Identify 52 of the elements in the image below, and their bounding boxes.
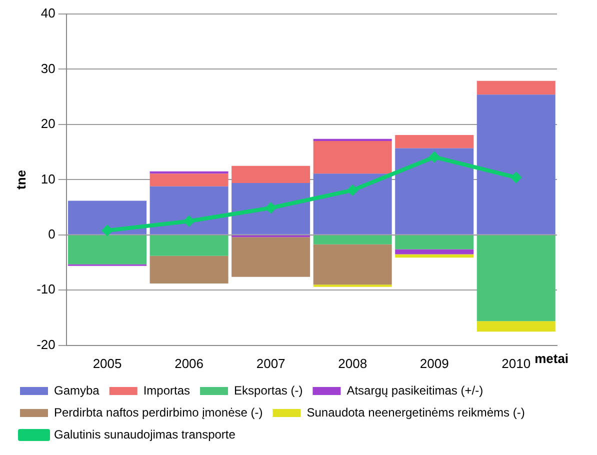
bar [395, 249, 474, 254]
y-tick-label: 10 [40, 171, 56, 186]
bar [395, 235, 474, 250]
bar [313, 138, 392, 142]
bar [150, 235, 228, 256]
bar [395, 148, 474, 234]
bar [68, 235, 147, 264]
bar [150, 171, 228, 174]
bar [232, 183, 310, 234]
bar [150, 174, 228, 186]
y-axis-title: tne [13, 170, 28, 190]
point [511, 172, 522, 182]
x-tick-label: 2010 [502, 356, 531, 371]
point [429, 152, 440, 162]
legend-label: Galutinis sunaudojimas transporte [54, 427, 236, 442]
y-tick-label: -10 [36, 282, 56, 297]
legend-label: Atsargų pasikeitimas (+/-) [346, 383, 484, 398]
bar [68, 200, 147, 234]
bar [395, 134, 474, 148]
y-tick-label: 30 [40, 60, 56, 76]
legend-label: Sunaudota neenergetinėms reikmėms (-) [306, 405, 525, 420]
legend-label: Eksportas (-) [234, 383, 303, 398]
bar [232, 166, 310, 184]
bar [313, 141, 392, 174]
bar [476, 235, 556, 322]
bar [150, 256, 228, 284]
y-tick-label: -20 [36, 336, 56, 352]
bar [232, 237, 310, 277]
legend-label: Gamyba [54, 383, 100, 398]
bar [476, 94, 556, 234]
legend-label: Importas [143, 383, 190, 398]
x-tick-label: 2005 [92, 356, 122, 371]
bar [150, 186, 228, 234]
y-tick-label: 40 [40, 6, 56, 21]
x-tick-label: 2009 [420, 356, 449, 371]
bar [395, 254, 474, 258]
legend-label: Perdirbta naftos perdirbimo įmonėse (-) [54, 405, 263, 420]
bar [313, 235, 392, 244]
bar [313, 174, 392, 234]
point [102, 226, 112, 236]
point [266, 202, 276, 213]
bar [476, 321, 556, 332]
x-tick-label: 2007 [256, 356, 286, 371]
y-tick-label: 0 [48, 226, 56, 242]
x-tick-label: 2008 [338, 356, 368, 371]
x-tick-label: 2006 [174, 356, 204, 371]
y-tick-label: 20 [40, 116, 56, 132]
bar [476, 80, 556, 95]
point [348, 185, 358, 196]
x-axis-title: metai [534, 350, 569, 366]
point [184, 216, 194, 226]
bar [313, 244, 392, 285]
